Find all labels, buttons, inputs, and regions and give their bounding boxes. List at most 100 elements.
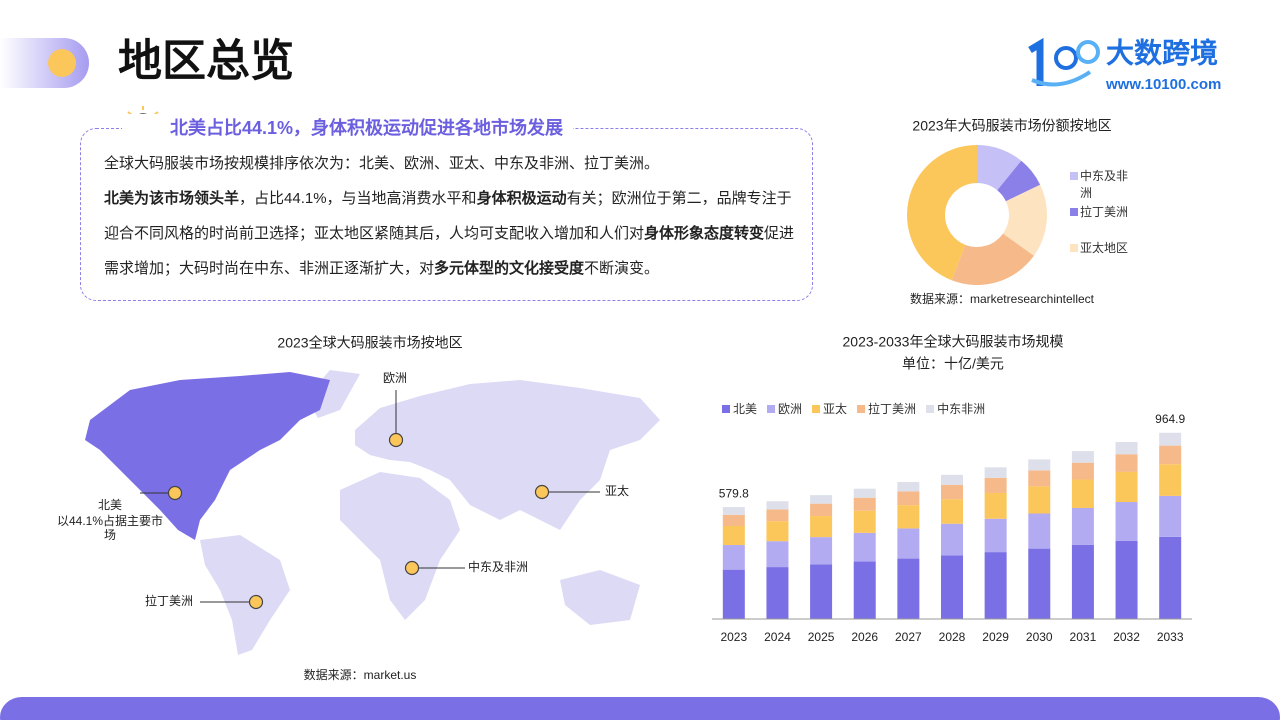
bar-segment xyxy=(984,467,1007,478)
map-label: 中东及非洲 xyxy=(468,559,528,574)
legend-swatch xyxy=(767,405,776,413)
legend-swatch xyxy=(1070,208,1078,216)
bar-segment xyxy=(766,541,789,568)
bar-segment xyxy=(766,509,789,522)
pie-slice xyxy=(997,160,1041,202)
legend-label: 北美 xyxy=(733,402,757,416)
bar-segment xyxy=(810,564,833,619)
bar-segment xyxy=(941,555,963,619)
paragraph: 北美为该市场领头羊，占比44.1%，与当地高消费水平和身体积极运动有关；欧洲位于… xyxy=(104,181,804,286)
bar-segment xyxy=(722,545,745,570)
legend-swatch xyxy=(812,405,821,413)
x-tick-label: 2026 xyxy=(851,630,878,644)
bar-segment xyxy=(1071,479,1094,509)
bar-segment xyxy=(941,523,963,556)
total-label: 964.9 xyxy=(1155,412,1185,426)
x-tick-label: 2024 xyxy=(764,630,791,644)
legend-item: 拉丁美洲 xyxy=(1080,205,1129,219)
bar-segment xyxy=(1159,464,1182,496)
brand-url: www.10100.com xyxy=(1105,76,1221,93)
bold-text: 身体形象态度转变 xyxy=(644,225,765,242)
bar-segment xyxy=(941,474,963,485)
bar-segment xyxy=(1115,502,1138,541)
map-marker xyxy=(388,432,404,448)
pie-slice xyxy=(1003,184,1047,256)
map-marker xyxy=(248,594,264,610)
legend-label: 欧洲 xyxy=(778,402,802,416)
bar-segment xyxy=(1159,432,1182,446)
chart-title: 2023-2033年全球大码服装市场规模 xyxy=(843,334,1064,350)
bar-segment xyxy=(766,521,789,542)
legend-swatch xyxy=(926,405,935,413)
bar-segment xyxy=(853,488,876,498)
bar-segment xyxy=(1159,495,1182,537)
map-label: 以44.1%占据主要市场 xyxy=(56,514,164,542)
x-tick-label: 2033 xyxy=(1157,630,1184,644)
bar-segment xyxy=(897,558,920,619)
x-tick-label: 2029 xyxy=(982,630,1009,644)
bold-text: 多元体型的文化接受度 xyxy=(434,260,585,277)
map-label: 欧洲 xyxy=(383,371,407,385)
text: ，占比44.1%，与当地高消费水平和 xyxy=(239,190,477,207)
bar-segment xyxy=(1159,536,1182,619)
bar-segment xyxy=(853,497,876,511)
legend-label: 拉丁美洲 xyxy=(1080,205,1129,219)
map-marker xyxy=(167,485,183,501)
legend-swatch xyxy=(857,405,866,413)
legend-label: 亚太地区 xyxy=(1080,241,1129,255)
bar-segment xyxy=(1115,540,1138,619)
x-tick-label: 2030 xyxy=(1026,630,1053,644)
x-tick-label: 2032 xyxy=(1113,630,1140,644)
bar-segment xyxy=(941,499,963,524)
brand: 大数跨境 xyxy=(1106,37,1218,68)
bar-segment xyxy=(853,532,876,562)
text: 促进需求增加；大码时尚在中东、非洲正逐渐扩大，对 xyxy=(104,225,795,277)
map-label: 亚太 xyxy=(605,483,629,498)
bar-segment xyxy=(897,491,920,506)
pie-slice xyxy=(951,233,1034,285)
legend-swatch xyxy=(722,405,730,413)
x-tick-label: 2023 xyxy=(720,630,747,644)
chart-title: 2023年大码服装市场份额按地区 xyxy=(912,118,1111,134)
total-label: 579.8 xyxy=(719,486,749,500)
summary-text: 全球大码服装市场按规模排序依次为：北美、欧洲、亚太、中东及非洲、拉丁美洲。 北美为… xyxy=(104,146,804,286)
bar-segment xyxy=(810,516,833,538)
legend-swatch xyxy=(1070,244,1078,252)
pie-slice xyxy=(977,145,1022,191)
legend-item: 亚太地区 xyxy=(1080,241,1129,255)
bar-segment xyxy=(810,537,833,565)
summary-title: 北美占比44.1%，身体积极运动促进各地市场发展 xyxy=(122,114,574,142)
map-marker xyxy=(404,560,420,576)
bar-segment xyxy=(941,484,963,500)
page-title: 地区总览 xyxy=(118,37,294,86)
map-title: 2023全球大码服装市场按地区 xyxy=(277,335,462,351)
bar-segment xyxy=(722,569,745,619)
bar-segment xyxy=(897,505,920,529)
logo-mark xyxy=(1028,37,1100,87)
bar-segment xyxy=(722,507,745,515)
bar-segment xyxy=(722,514,745,526)
map-marker xyxy=(534,484,550,500)
pie-slice xyxy=(907,145,977,281)
x-tick-label: 2031 xyxy=(1070,630,1097,644)
bar-segment xyxy=(1028,513,1051,549)
bar-segment xyxy=(1028,470,1051,487)
footer-bar xyxy=(0,697,1280,720)
bar-segment xyxy=(897,528,920,559)
bar-segment xyxy=(1071,508,1094,545)
bar-segment xyxy=(1028,548,1051,619)
chart-subtitle: 单位：十亿/美元 xyxy=(902,356,1004,372)
bar-segment xyxy=(1115,471,1138,503)
bar-segment xyxy=(1159,445,1182,465)
bar-segment xyxy=(1071,544,1094,619)
bar-segment xyxy=(1071,462,1094,480)
bar-segment xyxy=(810,503,833,517)
legend-label: 中东非洲 xyxy=(937,401,985,416)
bar-segment xyxy=(853,561,876,619)
bar-segment xyxy=(766,567,789,619)
header-dot xyxy=(48,49,76,77)
bar-segment xyxy=(1115,442,1138,455)
paragraph: 全球大码服装市场按规模排序依次为：北美、欧洲、亚太、中东及非洲、拉丁美洲。 xyxy=(104,146,804,181)
bar-segment xyxy=(984,552,1007,619)
text: 不断演变。 xyxy=(584,260,660,277)
